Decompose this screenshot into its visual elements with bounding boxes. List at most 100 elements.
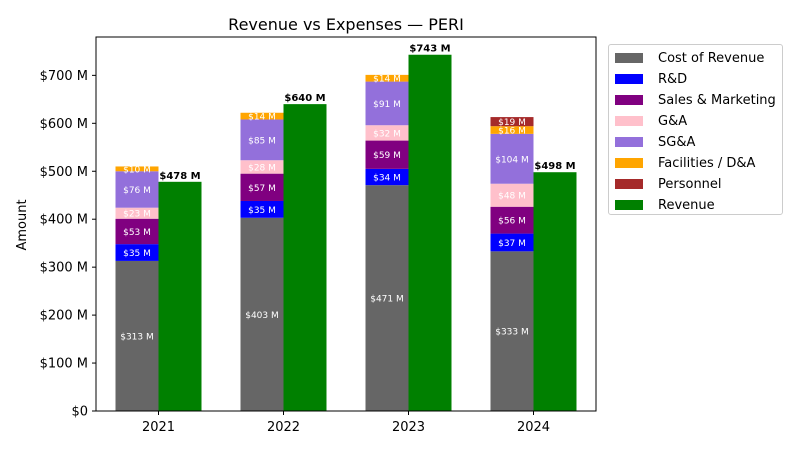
legend-swatch [615, 158, 643, 168]
legend-swatch [615, 53, 643, 63]
plot-frame [95, 36, 597, 412]
bar-value-label: $19 M [498, 118, 526, 128]
y-tick-label: $100 M [40, 357, 88, 372]
legend-label: Facilities / D&A [658, 155, 756, 171]
bar-g-a-2021 [115, 207, 159, 219]
bar-facilities-d-a-2024 [490, 126, 534, 134]
bar-facilities-d-a-2023 [365, 74, 409, 82]
revenue-value-label: $498 M [534, 161, 575, 172]
bar-value-label: $85 M [248, 136, 276, 146]
y-tick-label: $0 [71, 405, 88, 420]
bar-g-a-2024 [490, 183, 534, 207]
bar-sales-marketing-2022 [240, 173, 284, 201]
legend-swatch [615, 95, 643, 105]
bar-sales-marketing-2021 [115, 218, 159, 245]
legend-swatch [615, 116, 643, 126]
bar-sg-a-2022 [240, 119, 284, 161]
bar-value-label: $333 M [495, 328, 529, 338]
legend-item-personnel: Personnel [615, 175, 722, 193]
bar-value-label: $57 M [248, 184, 276, 194]
bar-revenue-2021 [158, 181, 202, 411]
bar-value-label: $34 M [373, 174, 401, 184]
legend: Cost of Revenue R&D Sales & Marketing G&A SG… [608, 44, 783, 215]
bar-value-label: $56 M [498, 217, 526, 227]
legend-label: Sales & Marketing [658, 92, 776, 108]
legend-swatch [615, 137, 643, 147]
y-tick-label: $300 M [40, 261, 88, 276]
x-tick-label: 2024 [517, 420, 550, 435]
bar-r-d-2023 [365, 168, 409, 186]
bar-facilities-d-a-2021 [115, 166, 159, 172]
y-tick-label: $500 M [40, 165, 88, 180]
legend-item-cost-of-revenue: Cost of Revenue [615, 49, 764, 67]
y-tick-label: $600 M [40, 117, 88, 132]
legend-item-sg-a: SG&A [615, 133, 695, 151]
bar-cost-of-revenue-2024 [490, 251, 534, 411]
bar-cost-of-revenue-2023 [365, 185, 409, 411]
bar-value-label: $35 M [248, 206, 276, 216]
bar-value-label: $91 M [373, 100, 401, 110]
bar-value-label: $53 M [123, 228, 151, 238]
bar-revenue-2022 [283, 104, 327, 411]
y-tick-label: $700 M [40, 69, 88, 84]
bar-value-label: $14 M [248, 113, 276, 123]
bar-revenue-2024 [533, 172, 577, 411]
bar-value-label: $48 M [498, 192, 526, 202]
x-tick-label: 2023 [392, 420, 425, 435]
bar-sg-a-2024 [490, 133, 534, 184]
bar-cost-of-revenue-2022 [240, 217, 284, 411]
revenue-value-label: $478 M [159, 171, 200, 182]
chart-title: Revenue vs Expenses — PERI [228, 15, 464, 34]
bar-value-label: $59 M [373, 151, 401, 161]
bar-r-d-2022 [240, 200, 284, 218]
legend-item-sales-marketing: Sales & Marketing [615, 91, 776, 109]
bar-g-a-2022 [240, 160, 284, 174]
bar-value-label: $28 M [248, 163, 276, 173]
revenue-value-label: $640 M [284, 93, 325, 104]
legend-label: G&A [658, 113, 688, 129]
bar-facilities-d-a-2022 [240, 112, 284, 120]
legend-swatch [615, 179, 643, 189]
legend-label: Cost of Revenue [658, 50, 765, 66]
legend-label: Personnel [658, 176, 722, 192]
y-tick-label: $200 M [40, 309, 88, 324]
bar-sales-marketing-2023 [365, 140, 409, 169]
y-tick-label: $400 M [40, 213, 88, 228]
bar-value-label: $35 M [123, 249, 151, 259]
legend-item-r-d: R&D [615, 70, 687, 88]
bar-g-a-2023 [365, 125, 409, 141]
bar-personnel-2024 [490, 117, 534, 127]
bar-value-label: $16 M [498, 127, 526, 137]
x-tick-label: 2021 [142, 420, 175, 435]
legend-item-g-a: G&A [615, 112, 687, 130]
bar-r-d-2024 [490, 233, 534, 252]
legend-label: Revenue [658, 197, 715, 213]
bar-value-label: $471 M [370, 295, 404, 305]
x-tick-label: 2022 [267, 420, 300, 435]
bar-value-label: $32 M [373, 129, 401, 139]
legend-swatch [615, 200, 643, 210]
bar-value-label: $76 M [123, 186, 151, 196]
bar-value-label: $10 M [123, 165, 151, 175]
bar-value-label: $37 M [498, 239, 526, 249]
legend-label: SG&A [658, 134, 696, 150]
legend-item-facilities-d-a: Facilities / D&A [615, 154, 755, 172]
bar-cost-of-revenue-2021 [115, 260, 159, 411]
bar-sg-a-2021 [115, 171, 159, 208]
bar-value-label: $104 M [495, 155, 529, 165]
legend-swatch [615, 74, 643, 84]
bar-value-label: $313 M [120, 332, 154, 342]
bar-sales-marketing-2024 [490, 206, 534, 234]
y-axis-label: Amount [15, 199, 30, 250]
legend-item-revenue: Revenue [615, 196, 715, 214]
legend-label: R&D [658, 71, 688, 87]
bar-r-d-2021 [115, 244, 159, 261]
bar-value-label: $23 M [123, 210, 151, 220]
bar-value-label: $14 M [373, 75, 401, 85]
bar-value-label: $403 M [245, 311, 279, 321]
revenue-value-label: $743 M [409, 44, 450, 55]
bar-revenue-2023 [408, 54, 452, 411]
bar-sg-a-2023 [365, 81, 409, 126]
